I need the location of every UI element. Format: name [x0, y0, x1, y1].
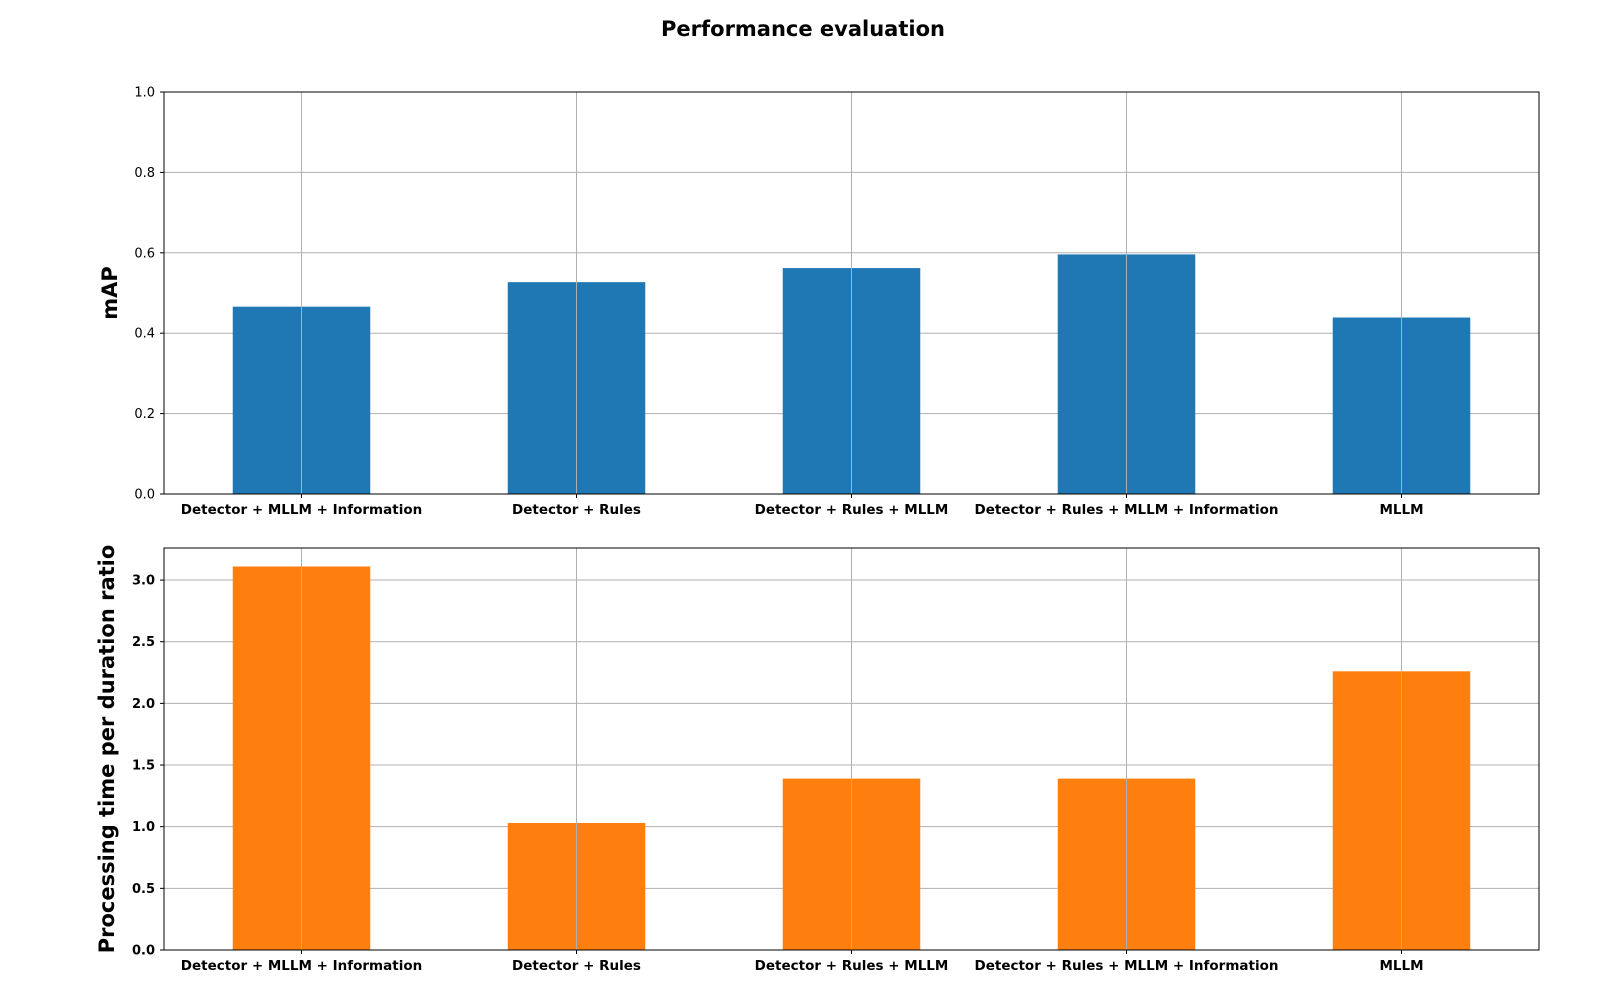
- y-tick-label: 0.0: [132, 944, 155, 959]
- x-tick-label: Detector + Rules + MLLM + Information: [975, 958, 1279, 974]
- y-tick-label: 0.4: [134, 327, 155, 342]
- axes-frame: [163, 547, 1540, 951]
- map-subplot: 0.0 0.2 0.4 0.6 0.8 1.0 Detector + MLLM + Info…: [98, 86, 1540, 518]
- axes-frame: [163, 91, 1540, 495]
- y-tick-label: 1.5: [132, 759, 155, 774]
- y-tick-label: 3.0: [132, 574, 155, 589]
- processing-time-subplot: 0.0 0.5 1.0 1.5 2.0 2.5 3.0 Detector + MLLM + I…: [95, 545, 1540, 974]
- y-tick-label: 0.0: [134, 488, 155, 503]
- x-tick-label: MLLM: [1379, 502, 1423, 518]
- y-tick-label: 0.2: [134, 407, 155, 422]
- y-tick-label: 0.5: [132, 882, 155, 897]
- x-tick-label: MLLM: [1379, 958, 1423, 974]
- y-tick-label: 2.0: [132, 697, 155, 712]
- y-tick-label: 0.6: [134, 246, 155, 261]
- x-tick-label: Detector + MLLM + Information: [181, 958, 422, 974]
- x-tick-label: Detector + MLLM + Information: [181, 502, 422, 518]
- y-tick-label: 1.0: [134, 86, 155, 101]
- x-tick-label: Detector + Rules: [512, 502, 641, 518]
- x-tick-label: Detector + Rules + MLLM: [755, 502, 949, 518]
- chart-title: Performance evaluation: [661, 17, 945, 41]
- y-tick-label: 1.0: [132, 820, 155, 835]
- y-axis-label: Processing time per duration ratio: [95, 545, 119, 954]
- y-axis-label: mAP: [98, 266, 122, 320]
- y-tick-label: 0.8: [134, 166, 155, 181]
- y-tick-label: 2.5: [132, 635, 155, 650]
- x-tick-label: Detector + Rules: [512, 958, 641, 974]
- x-tick-label: Detector + Rules + MLLM: [755, 958, 949, 974]
- x-tick-label: Detector + Rules + MLLM + Information: [975, 502, 1279, 518]
